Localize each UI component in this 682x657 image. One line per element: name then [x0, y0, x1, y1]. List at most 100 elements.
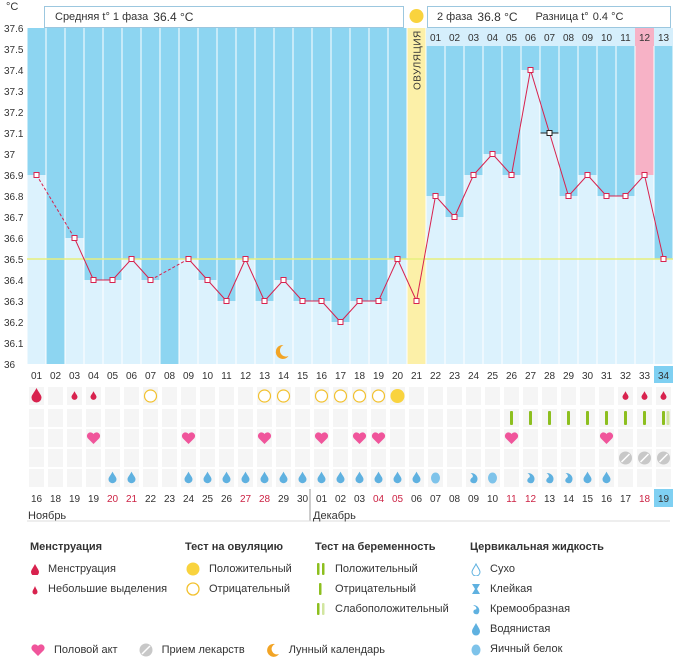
pregnancy-test-line — [643, 411, 646, 425]
y-tick-label: 36.2 — [4, 318, 24, 329]
symptom-cell — [219, 409, 234, 427]
cycle-day-label: 26 — [506, 371, 518, 382]
symptom-cell — [447, 449, 462, 467]
temp-line-segment — [511, 69, 531, 176]
dry-icon — [471, 562, 481, 576]
temp-line-segment — [36, 174, 75, 239]
symptom-cell — [656, 429, 671, 447]
watery-drop-icon — [203, 471, 212, 484]
symptom-cell — [371, 409, 386, 427]
cycle-day-label: 08 — [164, 371, 176, 382]
post-ovulation-day: 12 — [639, 33, 651, 44]
heart-icon — [371, 432, 386, 444]
date-label: 12 — [525, 494, 537, 505]
legend-item: Водянистая — [490, 623, 551, 635]
temp-bar — [141, 280, 160, 364]
moon-icon — [266, 643, 279, 657]
phase1-panel: Средняя t° 1 фаза 36.4 °C — [44, 6, 404, 28]
temp-bar — [293, 301, 312, 364]
symptom-cell — [295, 387, 310, 405]
pill-icon-stripe — [620, 453, 631, 463]
watery-drop-icon — [260, 471, 269, 484]
post-ovulation-day: 09 — [582, 33, 594, 44]
phase1-label: Средняя t° 1 фаза — [55, 11, 149, 23]
cycle-day-label: 11 — [221, 371, 232, 382]
symptom-cell — [257, 409, 272, 427]
symptom-cell — [314, 449, 329, 467]
watery-drop-icon — [127, 471, 136, 484]
month-label-second: Декабрь — [313, 510, 356, 522]
temp-bar — [654, 259, 673, 364]
eggwhite-icon — [431, 472, 440, 484]
symptom-cell — [238, 429, 253, 447]
symptom-cell — [48, 387, 63, 405]
temp-bar — [635, 175, 654, 364]
date-label: 06 — [411, 494, 423, 505]
symptom-cell — [86, 469, 101, 487]
symptom-cell — [523, 429, 538, 447]
temp-bar — [597, 196, 616, 364]
temp-point — [432, 193, 439, 199]
symptom-cell — [162, 449, 177, 467]
date-label: 24 — [183, 494, 195, 505]
temp-point — [318, 298, 325, 304]
creamy-icon — [473, 605, 480, 615]
y-tick-label: 37.4 — [4, 66, 24, 77]
temp-point — [128, 256, 135, 262]
symptom-cell — [390, 429, 405, 447]
y-tick-label: 36.4 — [4, 276, 24, 287]
temp-point — [489, 151, 496, 157]
symptom-cell — [561, 387, 576, 405]
symptom-cell — [86, 409, 101, 427]
menstruation-drop-icon — [90, 391, 97, 400]
symptom-cell — [48, 409, 63, 427]
heart-icon — [86, 432, 101, 444]
symptom-cell — [580, 429, 595, 447]
symptom-cell — [466, 387, 481, 405]
symptom-cell — [238, 449, 253, 467]
symptom-cell — [504, 387, 519, 405]
symptom-cell — [371, 449, 386, 467]
cycle-day-label: 29 — [563, 371, 575, 382]
temp-line-segment — [473, 153, 493, 176]
y-tick-label: 37.2 — [4, 108, 24, 119]
menstruation-drop-icon — [71, 391, 78, 400]
legend-item: Слабоположительный — [335, 603, 449, 615]
y-tick-label: 37.5 — [4, 45, 24, 56]
symptom-cell — [48, 429, 63, 447]
legend-title-ovulation: Тест на овуляцию — [185, 541, 284, 553]
symptom-cell — [352, 449, 367, 467]
temp-point — [261, 298, 268, 304]
watery-drop-icon — [374, 471, 383, 484]
date-label: 22 — [145, 494, 157, 505]
cycle-day-label: 12 — [240, 371, 252, 382]
symptom-cell — [29, 429, 44, 447]
symptom-cell — [295, 449, 310, 467]
temp-bar — [331, 322, 350, 364]
temp-point — [641, 172, 648, 178]
temp-line-segment — [264, 279, 284, 302]
legend-item: Кремообразная — [490, 603, 571, 615]
temp-bar — [65, 238, 84, 364]
temp-line-segment — [454, 174, 474, 218]
creamy-icon — [527, 473, 535, 484]
symptom-cell — [29, 449, 44, 467]
post-day-cell — [635, 28, 654, 46]
temp-bar — [540, 133, 559, 364]
cycle-day-label: 06 — [126, 371, 138, 382]
temp-line-segment — [207, 279, 227, 302]
sticky-icon — [472, 584, 480, 594]
date-label: 14 — [563, 494, 575, 505]
temp-line-segment — [245, 258, 265, 302]
ovulation-sun-icon — [409, 9, 424, 23]
temp-point — [90, 277, 97, 283]
temp-line-segment — [568, 174, 588, 197]
cycle-day-label: 19 — [373, 371, 385, 382]
temp-line-segment — [340, 300, 360, 323]
date-label: 16 — [31, 494, 43, 505]
moon-icon — [275, 344, 289, 359]
date-label: 04 — [373, 494, 385, 505]
pregnancy-test-negative-icon — [529, 411, 532, 425]
post-day-cell — [426, 28, 445, 46]
